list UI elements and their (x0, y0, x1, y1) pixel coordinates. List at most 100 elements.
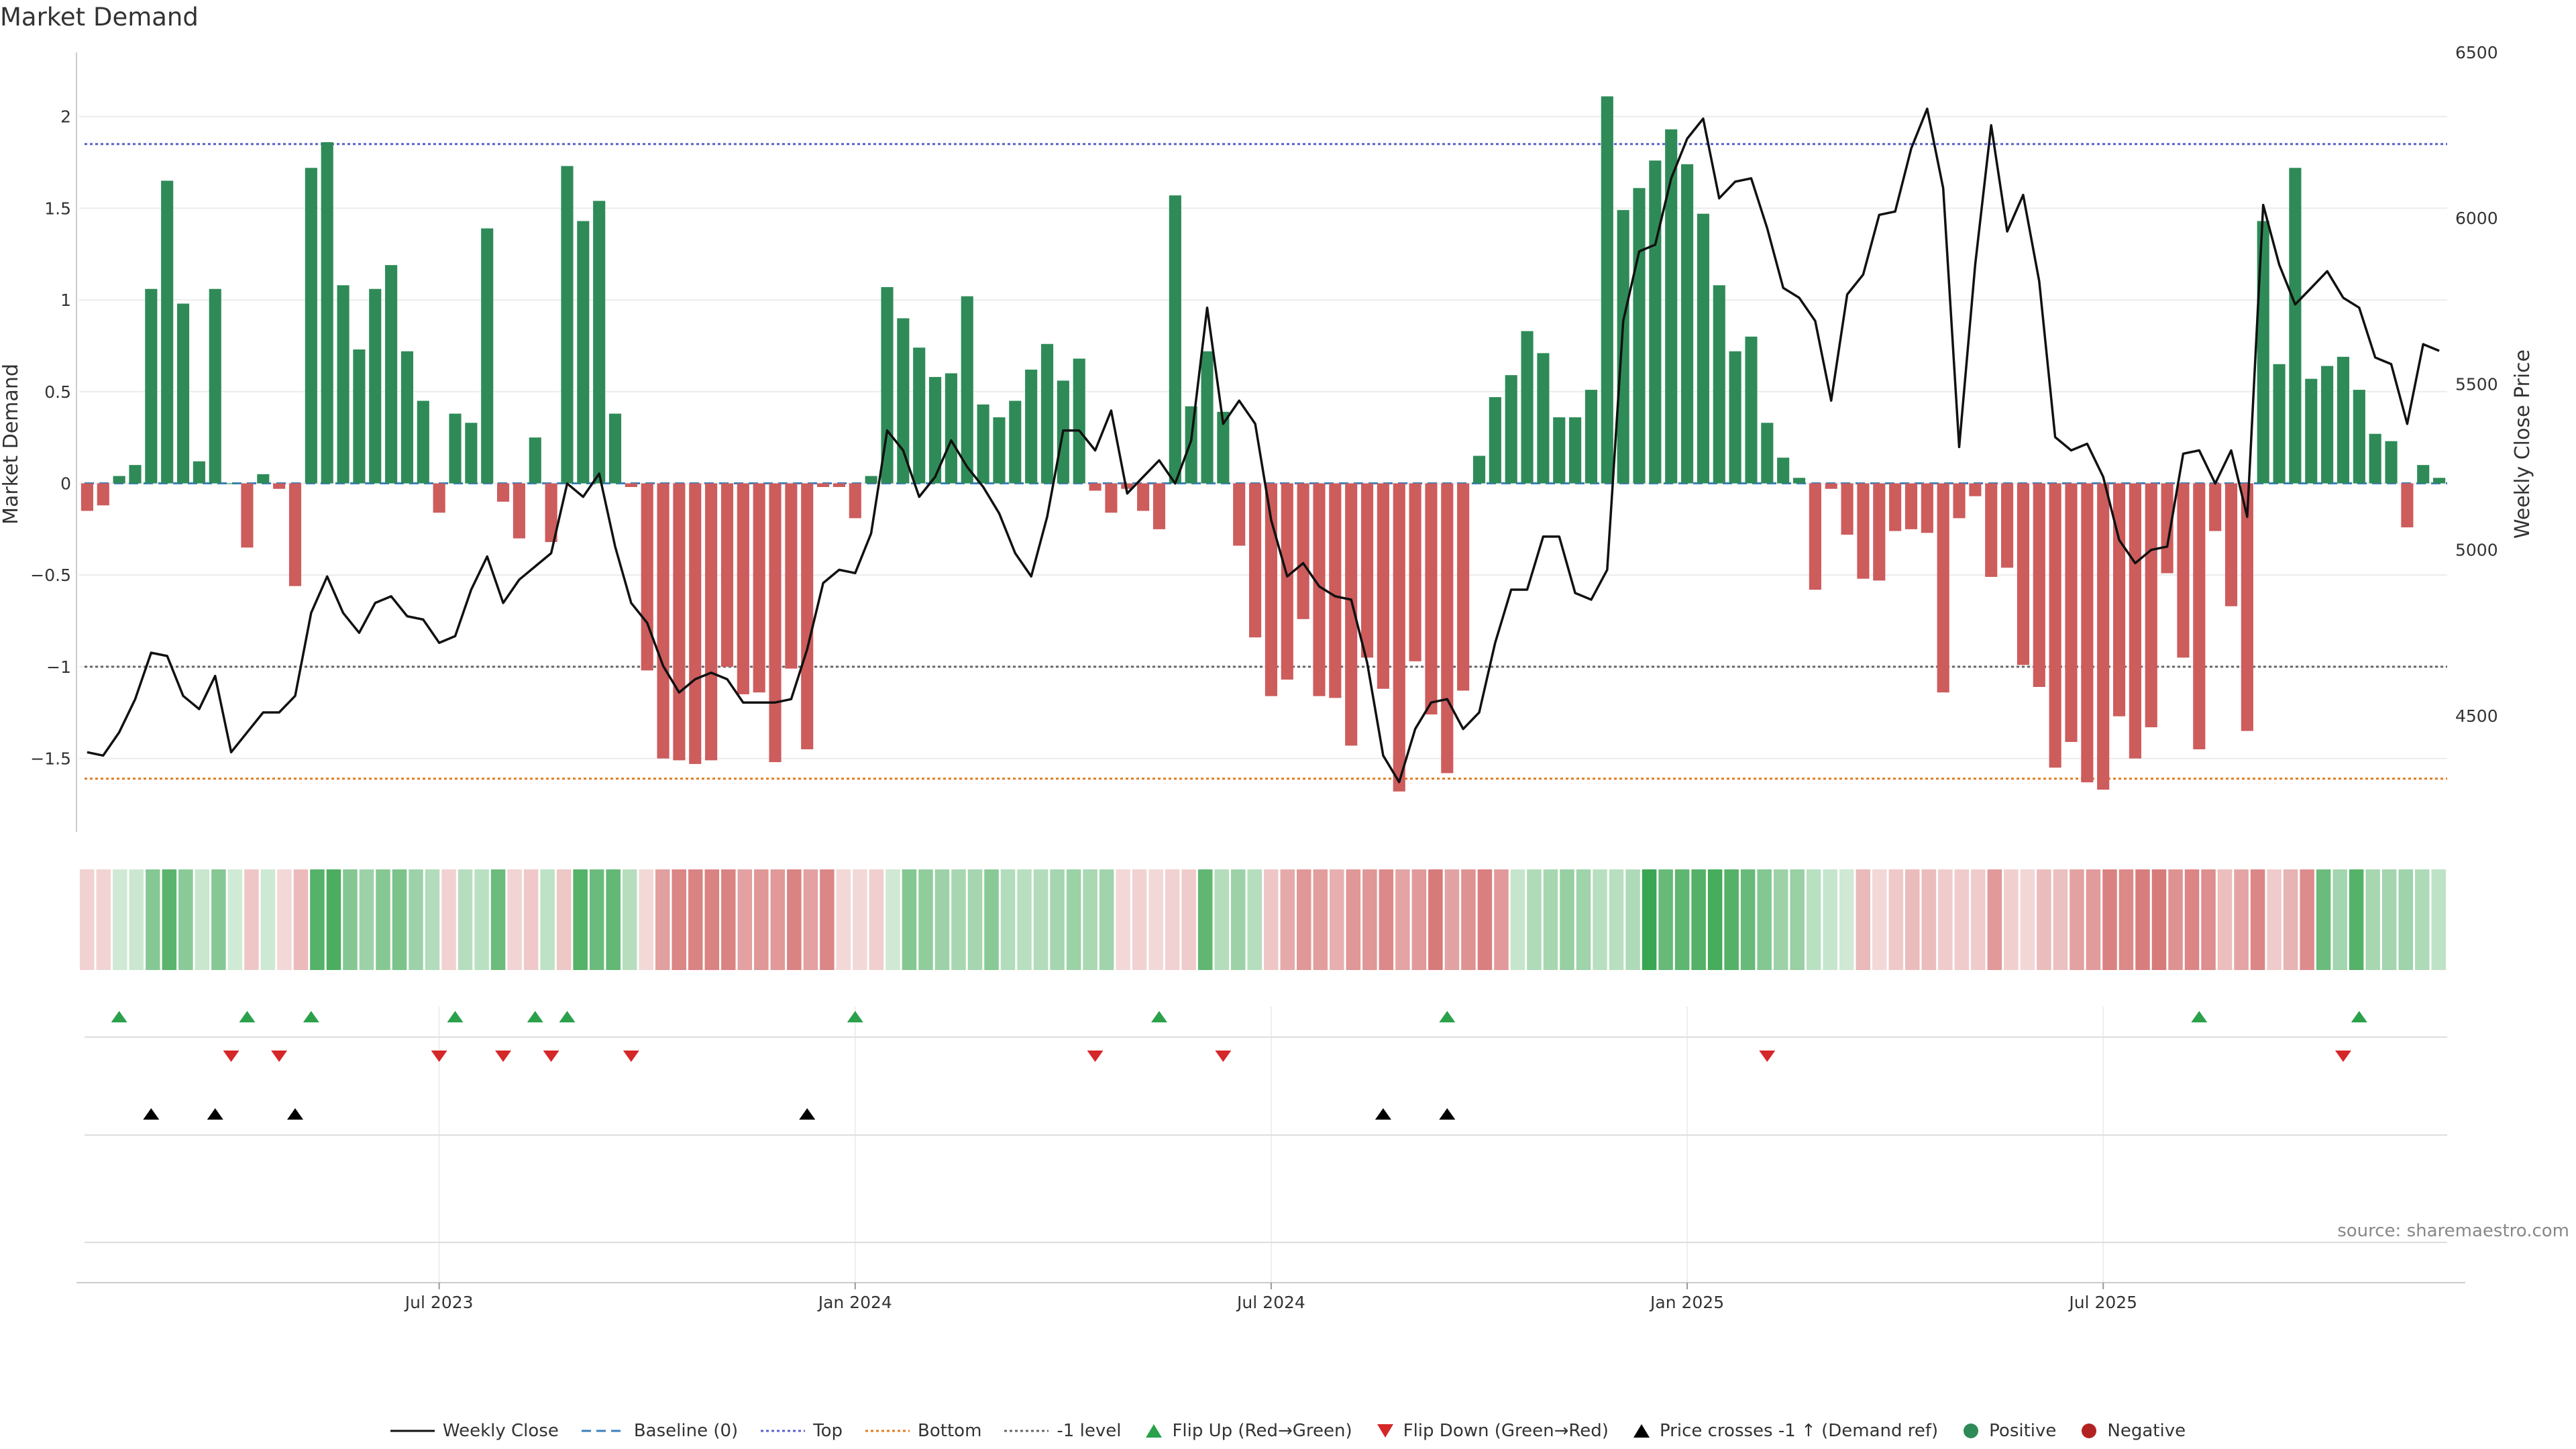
heat-cell (2332, 869, 2347, 970)
legend-label: Flip Up (Red→Green) (1172, 1421, 1352, 1441)
demand-bar (1680, 164, 1694, 484)
flip-up-marker (447, 1011, 464, 1022)
heat-cell (1313, 869, 1328, 970)
heat-cell (737, 869, 753, 970)
heat-cell (787, 869, 802, 970)
demand-bar (608, 413, 622, 484)
heat-cell (869, 869, 884, 970)
demand-bar (865, 476, 877, 484)
heat-cell (1888, 869, 1904, 970)
heat-cell (2431, 869, 2446, 970)
flip-down-marker (543, 1051, 559, 1062)
flip-up-marker (303, 1011, 319, 1022)
heat-cell (918, 869, 933, 970)
demand-bar (641, 483, 653, 671)
demand-bar (1121, 483, 1134, 489)
heat-cell (1280, 869, 1295, 970)
heat-cell (376, 869, 390, 970)
heat-cell (1938, 869, 1953, 970)
demand-bar (1729, 351, 1741, 484)
heat-cell (96, 869, 111, 970)
demand-bar (2273, 364, 2286, 484)
demand-bar (1633, 188, 1646, 484)
heat-cell (688, 869, 703, 970)
demand-bar (1745, 336, 1758, 484)
legend-line-dotted-icon (761, 1430, 806, 1432)
heat-cell (1197, 869, 1213, 970)
demand-bars (80, 96, 2446, 792)
demand-bar (689, 483, 702, 764)
heat-cell (2201, 869, 2216, 970)
legend-line-dotted-icon (865, 1430, 910, 1432)
source-note: source: sharemaestro.com (2337, 1221, 2569, 1241)
demand-bar (1697, 213, 1709, 484)
heat-cell (1856, 869, 1871, 970)
legend-item-flip-down: Flip Down (Green→Red) (1375, 1421, 1609, 1441)
legend-item-negative: Negative (2079, 1421, 2186, 1441)
heat-cell (2250, 869, 2265, 970)
demand-bar (561, 166, 574, 484)
heat-cell (1050, 869, 1065, 970)
demand-bar (385, 265, 398, 484)
heat-cell (2300, 869, 2314, 970)
heat-cell (1806, 869, 1821, 970)
heat-cell (754, 869, 769, 970)
demand-heat-strip (80, 869, 2446, 970)
heat-cell (1691, 869, 1706, 970)
demand-bar (2049, 483, 2061, 768)
heat-cell (1362, 869, 1377, 970)
flip-up-marker (2191, 1011, 2208, 1022)
demand-bar (2209, 483, 2222, 531)
flip-up-marker (527, 1011, 543, 1022)
price-cross-marker (286, 1108, 303, 1120)
legend-label: Baseline (0) (633, 1421, 739, 1441)
demand-bar (1441, 483, 1454, 773)
demand-bar (849, 483, 861, 519)
demand-bar (625, 483, 637, 487)
demand-bar (2337, 356, 2350, 484)
demand-bar (737, 483, 749, 694)
heat-cell (178, 869, 193, 970)
weekly-close-line (87, 107, 2440, 784)
heat-cell (1823, 869, 1837, 970)
demand-bar (2224, 483, 2238, 606)
demand-bar (593, 201, 606, 484)
heat-cell (1872, 869, 1887, 970)
demand-bar (2017, 483, 2030, 665)
x-tick-label: Jan 2024 (817, 1293, 892, 1312)
heat-cell (2381, 869, 2397, 970)
heat-cell (622, 869, 637, 970)
demand-bar (1393, 483, 1405, 792)
heat-cell (2349, 869, 2364, 970)
price-cross-marker (799, 1108, 816, 1120)
y-tick-label: 1.5 (44, 199, 71, 218)
demand-bar (2129, 483, 2141, 759)
heat-cell (1116, 869, 1130, 970)
y-tick-label: −0.5 (30, 566, 71, 585)
heat-cell (1510, 869, 1525, 970)
heat-cell (1379, 869, 1394, 970)
heat-cell (1411, 869, 1427, 970)
legend-item-top: Top (761, 1421, 843, 1441)
heat-cell (507, 869, 522, 970)
heat-cell (1494, 869, 1509, 970)
heat-cell (195, 869, 210, 970)
demand-bar (1265, 483, 1277, 696)
heat-cell (1395, 869, 1410, 970)
demand-bar (449, 413, 462, 484)
demand-bar (2433, 478, 2446, 484)
heat-cell (343, 869, 358, 970)
heat-cell (967, 869, 983, 970)
demand-bar (720, 483, 734, 667)
demand-bar (288, 483, 302, 586)
demand-bar (2193, 483, 2206, 749)
demand-bar (1009, 400, 1022, 484)
heat-cell (1658, 869, 1673, 970)
heat-cell (1527, 869, 1542, 970)
demand-bar (1521, 331, 1534, 484)
demand-bar (145, 288, 158, 484)
demand-bar (1985, 483, 1998, 577)
y-tick-label: 1 (60, 290, 71, 310)
heat-cell (2004, 869, 2019, 970)
demand-bar (129, 465, 142, 484)
